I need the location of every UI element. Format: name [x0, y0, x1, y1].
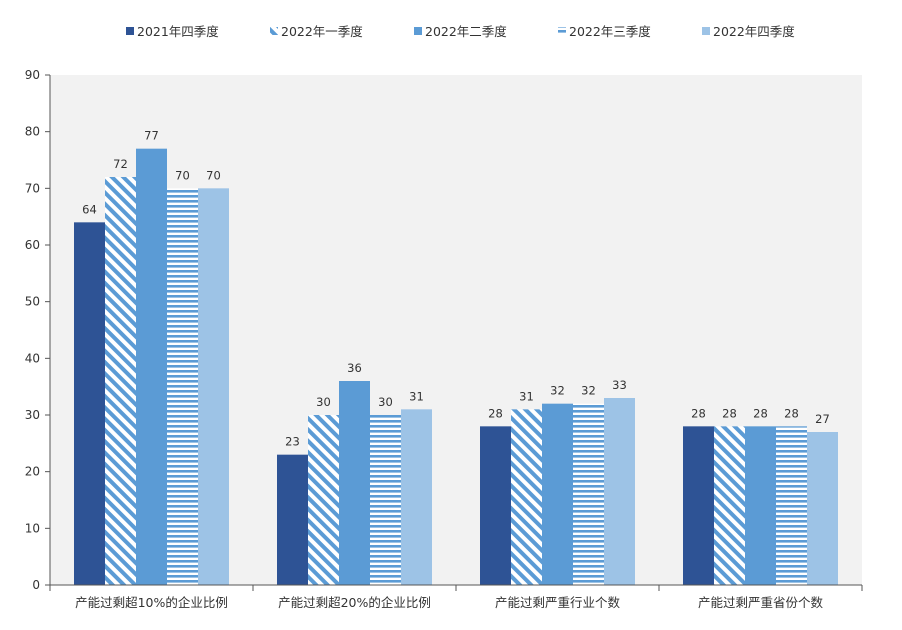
data-label: 70 [206, 168, 221, 182]
data-label: 31 [409, 389, 424, 403]
bar [308, 415, 339, 585]
y-axis: 0 10 20 30 40 50 60 70 80 90 [25, 68, 51, 592]
x-axis: 产能过剩超10%的企业比例 产能过剩超20%的企业比例 产能过剩严重行业个数 产能过剩… [49, 584, 863, 610]
data-label: 31 [519, 389, 534, 403]
y-tick-label: 70 [25, 181, 40, 195]
legend-swatch [270, 27, 278, 35]
y-tick-label: 90 [25, 68, 40, 82]
category-label: 产能过剩严重行业个数 [495, 595, 621, 610]
data-label: 28 [722, 406, 737, 420]
category-label: 产能过剩严重省份个数 [698, 595, 824, 610]
bar [136, 148, 167, 585]
data-label: 27 [815, 412, 830, 426]
legend: 2021年四季度 2022年一季度 2022年二季度 2022年三季度 2022年四季度 [126, 24, 795, 39]
bar [167, 188, 198, 586]
bars: 64 72 77 70 70 23 30 36 30 31 28 31 32 32 33 28 28 28 28 27 [74, 129, 838, 586]
category-label: 产能过剩超10%的企业比例 [75, 595, 228, 610]
bar [105, 177, 136, 585]
y-tick-label: 50 [25, 295, 40, 309]
legend-swatch [702, 27, 710, 35]
data-label: 30 [316, 395, 331, 409]
legend-label: 2022年三季度 [569, 24, 651, 39]
data-label: 28 [753, 406, 768, 420]
y-tick-label: 20 [25, 465, 40, 479]
y-tick-label: 10 [25, 521, 40, 535]
bar [480, 426, 511, 585]
legend-label: 2022年一季度 [281, 24, 363, 39]
y-tick-label: 40 [25, 351, 40, 365]
bar [511, 409, 542, 585]
bar [74, 222, 105, 586]
y-tick-label: 0 [32, 578, 40, 592]
legend-swatch [126, 27, 134, 35]
bar [542, 403, 573, 585]
data-label: 77 [144, 129, 159, 143]
bar [807, 432, 838, 585]
legend-label: 2021年四季度 [137, 24, 219, 39]
data-label: 28 [691, 406, 706, 420]
bar [714, 426, 745, 585]
y-tick-label: 80 [25, 125, 40, 139]
data-label: 36 [347, 361, 362, 375]
legend-swatch [414, 27, 422, 35]
bar [198, 188, 229, 586]
legend-label: 2022年四季度 [713, 24, 795, 39]
legend-label: 2022年二季度 [425, 24, 507, 39]
bar [277, 454, 308, 585]
bar [604, 398, 635, 585]
bar [370, 415, 401, 585]
data-label: 28 [784, 406, 799, 420]
bar [745, 426, 776, 585]
data-label: 70 [175, 168, 190, 182]
data-label: 33 [612, 378, 627, 392]
data-label: 72 [113, 157, 128, 171]
data-label: 28 [488, 406, 503, 420]
data-label: 32 [581, 384, 596, 398]
bar [339, 381, 370, 585]
legend-swatch [558, 27, 566, 35]
bar [573, 403, 604, 585]
data-label: 32 [550, 384, 565, 398]
bar [683, 426, 714, 585]
y-tick-label: 60 [25, 238, 40, 252]
bar [776, 426, 807, 585]
data-label: 30 [378, 395, 393, 409]
category-label: 产能过剩超20%的企业比例 [278, 595, 431, 610]
y-tick-label: 30 [25, 408, 40, 422]
data-label: 64 [82, 202, 97, 216]
bar [401, 409, 432, 585]
data-label: 23 [285, 435, 300, 449]
